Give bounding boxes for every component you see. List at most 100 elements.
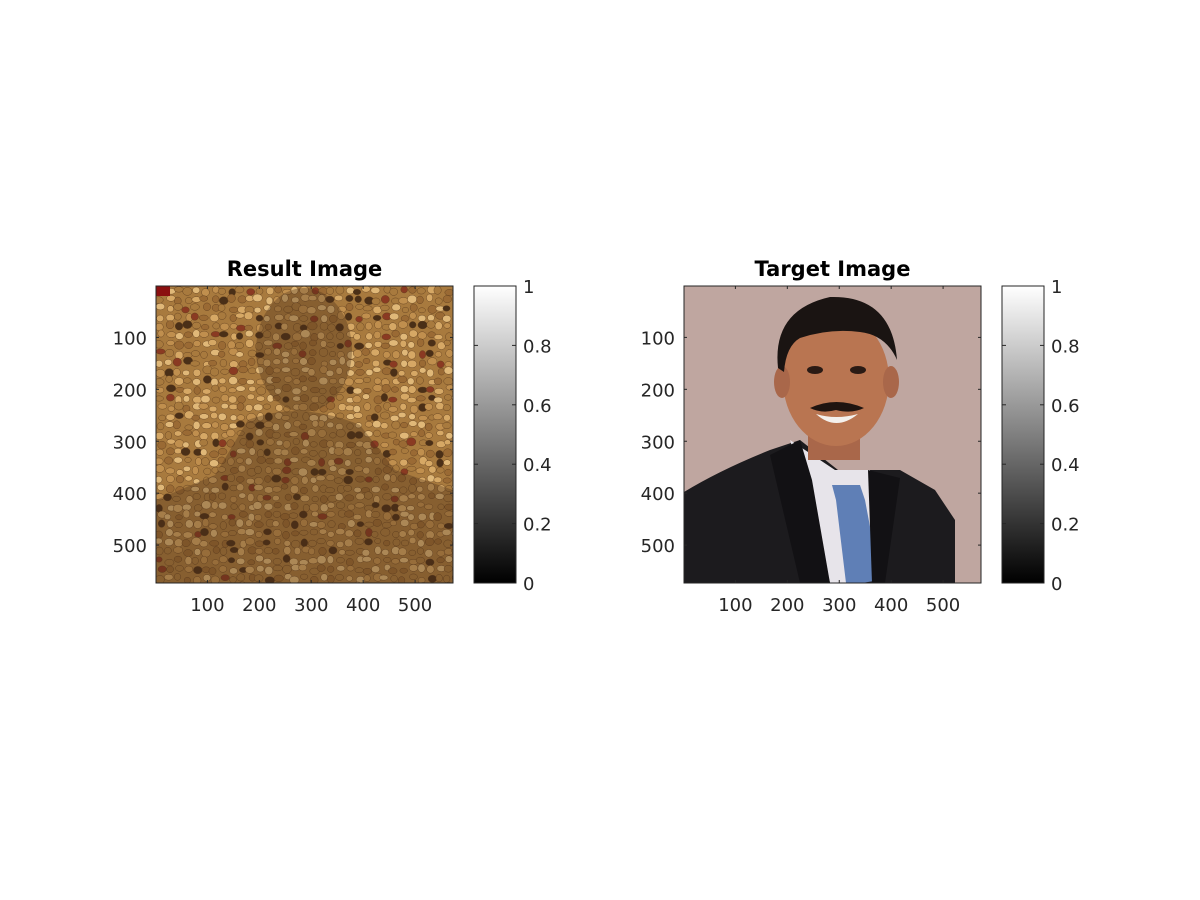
x-tick-label: 300 xyxy=(822,595,856,616)
mosaic-tile xyxy=(417,420,426,429)
mosaic-tile xyxy=(433,334,444,340)
mosaic-tile xyxy=(308,450,318,457)
mosaic-tile xyxy=(301,582,305,583)
mosaic-tile xyxy=(166,447,175,456)
mosaic-tile xyxy=(298,350,307,358)
mosaic-tile xyxy=(390,368,398,377)
mosaic-tile xyxy=(182,509,191,519)
mosaic-tile xyxy=(311,496,319,503)
mosaic-tile xyxy=(290,348,298,356)
mosaic-tile xyxy=(244,537,255,546)
mosaic-tile xyxy=(252,501,263,510)
mosaic-tile xyxy=(362,387,372,394)
mosaic-tile xyxy=(274,537,282,545)
mosaic-tile xyxy=(229,450,237,458)
mosaic-tile xyxy=(419,350,426,359)
mosaic-tile xyxy=(247,586,256,592)
mosaic-tile xyxy=(181,306,190,314)
mosaic-tile xyxy=(417,539,425,548)
mosaic-tile xyxy=(406,465,417,472)
mosaic-tile xyxy=(174,312,182,321)
mosaic-tile xyxy=(271,431,281,439)
mosaic-tile xyxy=(416,501,425,508)
mosaic-tile xyxy=(291,446,300,455)
target-tie xyxy=(832,485,880,583)
mosaic-tile xyxy=(437,503,445,510)
mosaic-tile xyxy=(371,297,381,305)
mosaic-tile xyxy=(210,575,220,583)
mosaic-tile xyxy=(390,495,399,503)
mosaic-tile xyxy=(373,377,382,385)
colorbar-tick-label: 0.4 xyxy=(523,455,552,476)
mosaic-tile xyxy=(217,466,226,473)
mosaic-tile xyxy=(236,414,245,421)
mosaic-tile xyxy=(166,565,174,573)
mosaic-tile xyxy=(418,429,425,438)
mosaic-tile xyxy=(445,332,453,342)
mosaic-tile xyxy=(199,330,209,338)
mosaic-tile xyxy=(407,341,415,349)
mosaic-tile xyxy=(328,546,338,555)
mosaic-tile xyxy=(209,459,219,468)
mosaic-tile xyxy=(263,304,272,312)
mosaic-tile xyxy=(282,357,290,365)
mosaic-tile xyxy=(364,476,373,483)
mosaic-tile xyxy=(372,519,382,527)
mosaic-tile xyxy=(235,457,244,464)
mosaic-tile xyxy=(399,567,408,574)
mosaic-tile xyxy=(264,585,272,592)
mosaic-tile xyxy=(410,370,419,377)
mosaic-tile xyxy=(166,393,175,402)
mosaic-tile xyxy=(284,493,292,501)
mosaic-tile xyxy=(156,340,164,349)
mosaic-tile xyxy=(262,494,272,501)
mosaic-tile xyxy=(262,403,271,410)
mosaic-tile xyxy=(327,531,335,538)
mosaic-tile xyxy=(184,331,193,338)
mosaic-tile xyxy=(417,547,425,555)
mosaic-tile xyxy=(283,421,292,430)
mosaic-tile xyxy=(319,495,328,504)
mosaic-tile xyxy=(202,388,212,395)
target-y-axis: 100 200 300 400 500 xyxy=(641,328,981,557)
mosaic-tile xyxy=(284,584,292,590)
mosaic-tile xyxy=(256,439,265,446)
mosaic-tile xyxy=(407,359,418,368)
mosaic-tile xyxy=(173,573,181,581)
mosaic-tile xyxy=(244,404,253,412)
mosaic-tile xyxy=(247,493,255,502)
mosaic-tile xyxy=(307,368,316,377)
mosaic-tile xyxy=(442,404,451,411)
mosaic-tile xyxy=(424,460,434,467)
mosaic-tile xyxy=(345,468,354,475)
mosaic-tile xyxy=(372,359,381,368)
mosaic-tile xyxy=(274,313,284,321)
mosaic-tile xyxy=(398,547,407,556)
mosaic-tile xyxy=(427,305,438,314)
mosaic-tile xyxy=(207,339,217,346)
mosaic-tile xyxy=(157,403,168,410)
colorbar-tick-label: 0.6 xyxy=(1051,396,1080,417)
mosaic-tile xyxy=(319,388,327,395)
mosaic-tile xyxy=(400,468,409,476)
mosaic-tile xyxy=(219,359,228,368)
mosaic-tile xyxy=(292,438,300,446)
mosaic-tile xyxy=(444,394,453,401)
mosaic-tile xyxy=(343,475,354,485)
mosaic-tile xyxy=(182,287,193,296)
mosaic-tile xyxy=(281,483,289,490)
mosaic-tile xyxy=(354,449,362,456)
mosaic-tile xyxy=(236,447,247,455)
x-tick-label: 100 xyxy=(718,595,752,616)
mosaic-tile xyxy=(361,348,370,356)
mosaic-tile xyxy=(236,557,246,565)
mosaic-tile xyxy=(164,538,174,546)
x-tick-label: 500 xyxy=(926,595,960,616)
mosaic-tile xyxy=(272,367,281,374)
mosaic-tile xyxy=(185,519,194,529)
mosaic-tile xyxy=(235,385,246,392)
mosaic-tile xyxy=(416,295,424,305)
mosaic-tile xyxy=(433,512,442,522)
mosaic-tile xyxy=(399,339,407,348)
mosaic-tile xyxy=(316,564,326,572)
